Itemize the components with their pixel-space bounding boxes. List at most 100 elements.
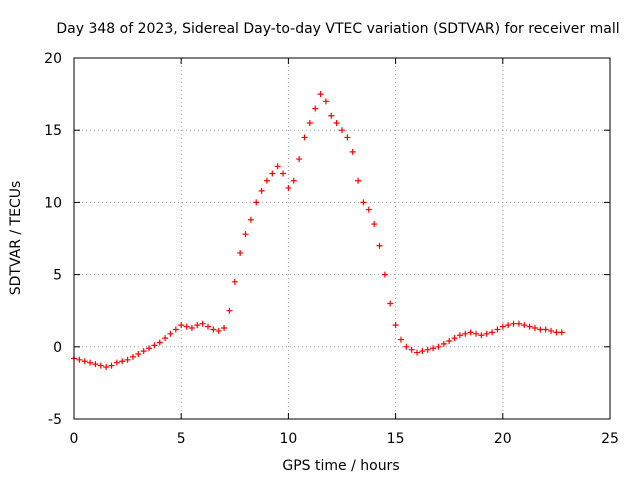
grid-lines bbox=[74, 58, 610, 419]
y-tick-label: 0 bbox=[53, 340, 62, 356]
data-point bbox=[515, 320, 522, 327]
data-point bbox=[473, 330, 479, 337]
data-point bbox=[371, 221, 378, 228]
x-tick-label: 5 bbox=[177, 431, 186, 447]
data-point bbox=[146, 345, 153, 352]
data-point bbox=[221, 325, 228, 332]
x-tick-label: 25 bbox=[601, 431, 619, 447]
data-point bbox=[542, 326, 549, 333]
data-point bbox=[339, 127, 345, 134]
data-point bbox=[381, 271, 388, 278]
data-point bbox=[113, 359, 120, 366]
data-point bbox=[440, 340, 447, 347]
data-point bbox=[312, 105, 319, 112]
y-tick-label: 5 bbox=[53, 268, 62, 284]
data-point bbox=[403, 343, 410, 350]
data-point bbox=[92, 361, 99, 368]
data-point bbox=[419, 348, 426, 355]
data-point bbox=[97, 362, 104, 369]
data-point bbox=[317, 91, 324, 98]
data-point bbox=[167, 330, 174, 337]
data-point bbox=[76, 356, 83, 363]
data-point bbox=[140, 348, 147, 355]
data-point bbox=[280, 170, 287, 177]
data-point bbox=[231, 278, 238, 285]
data-point bbox=[355, 177, 362, 184]
x-tick-label: 15 bbox=[387, 431, 405, 447]
data-point bbox=[494, 326, 501, 333]
data-point bbox=[215, 327, 222, 334]
data-point bbox=[188, 325, 195, 332]
data-point bbox=[349, 148, 356, 155]
data-point bbox=[531, 325, 538, 332]
data-point bbox=[172, 326, 179, 333]
data-point bbox=[306, 119, 313, 126]
y-axis-label: SDTVAR / TECUs bbox=[8, 181, 24, 296]
data-point bbox=[301, 134, 308, 141]
data-point bbox=[253, 199, 260, 206]
chart-title: Day 348 of 2023, Sidereal Day-to-day VTE… bbox=[56, 21, 619, 37]
data-point bbox=[451, 335, 458, 342]
data-point bbox=[505, 322, 512, 329]
y-tick-label: 10 bbox=[44, 195, 62, 211]
axis-ticks: 0 5 10 15 20 25 -5 0 5 10 15 20 bbox=[44, 51, 619, 447]
data-point bbox=[247, 216, 254, 223]
x-tick-label: 20 bbox=[494, 431, 512, 447]
data-points bbox=[71, 91, 565, 371]
data-point bbox=[333, 119, 340, 126]
data-point bbox=[548, 327, 555, 334]
data-point bbox=[285, 184, 292, 191]
data-point bbox=[274, 163, 281, 170]
y-tick-label: -5 bbox=[48, 412, 62, 428]
data-point bbox=[456, 332, 463, 339]
data-point bbox=[194, 322, 201, 329]
data-point bbox=[322, 98, 329, 105]
data-point bbox=[408, 346, 415, 353]
data-point bbox=[205, 323, 211, 330]
x-axis-label: GPS time / hours bbox=[282, 458, 399, 474]
data-point bbox=[87, 359, 94, 366]
data-point bbox=[365, 206, 372, 213]
data-point bbox=[237, 249, 244, 256]
data-point bbox=[521, 322, 528, 329]
data-point bbox=[129, 353, 136, 360]
data-point bbox=[258, 187, 265, 194]
data-point bbox=[183, 323, 190, 330]
data-point bbox=[156, 339, 163, 346]
data-point bbox=[499, 323, 506, 330]
data-point bbox=[119, 358, 126, 365]
data-point bbox=[424, 346, 431, 353]
data-point bbox=[376, 242, 383, 249]
data-point bbox=[414, 349, 421, 356]
data-point bbox=[328, 112, 335, 119]
data-point bbox=[199, 320, 206, 327]
data-point bbox=[151, 342, 158, 349]
y-tick-label: 15 bbox=[44, 123, 62, 139]
data-point bbox=[435, 343, 442, 350]
data-point bbox=[135, 351, 142, 358]
data-point bbox=[296, 156, 303, 163]
data-point bbox=[478, 332, 485, 339]
data-point bbox=[483, 330, 490, 337]
x-tick-label: 0 bbox=[70, 431, 79, 447]
data-point bbox=[290, 177, 297, 184]
data-point bbox=[263, 177, 270, 184]
data-point bbox=[558, 329, 565, 336]
plot-frame bbox=[73, 57, 611, 420]
data-point bbox=[537, 326, 544, 333]
y-tick-label: 20 bbox=[44, 51, 62, 67]
data-point bbox=[344, 134, 351, 141]
data-point bbox=[387, 300, 394, 307]
data-point bbox=[178, 322, 185, 329]
x-tick-label: 10 bbox=[279, 431, 297, 447]
data-point bbox=[397, 336, 404, 343]
data-point bbox=[430, 345, 437, 352]
data-point bbox=[242, 231, 249, 238]
data-point bbox=[162, 335, 169, 342]
data-point bbox=[360, 199, 367, 206]
data-point bbox=[108, 362, 115, 369]
data-point bbox=[462, 330, 469, 337]
data-point bbox=[210, 326, 217, 333]
data-point bbox=[510, 320, 517, 327]
